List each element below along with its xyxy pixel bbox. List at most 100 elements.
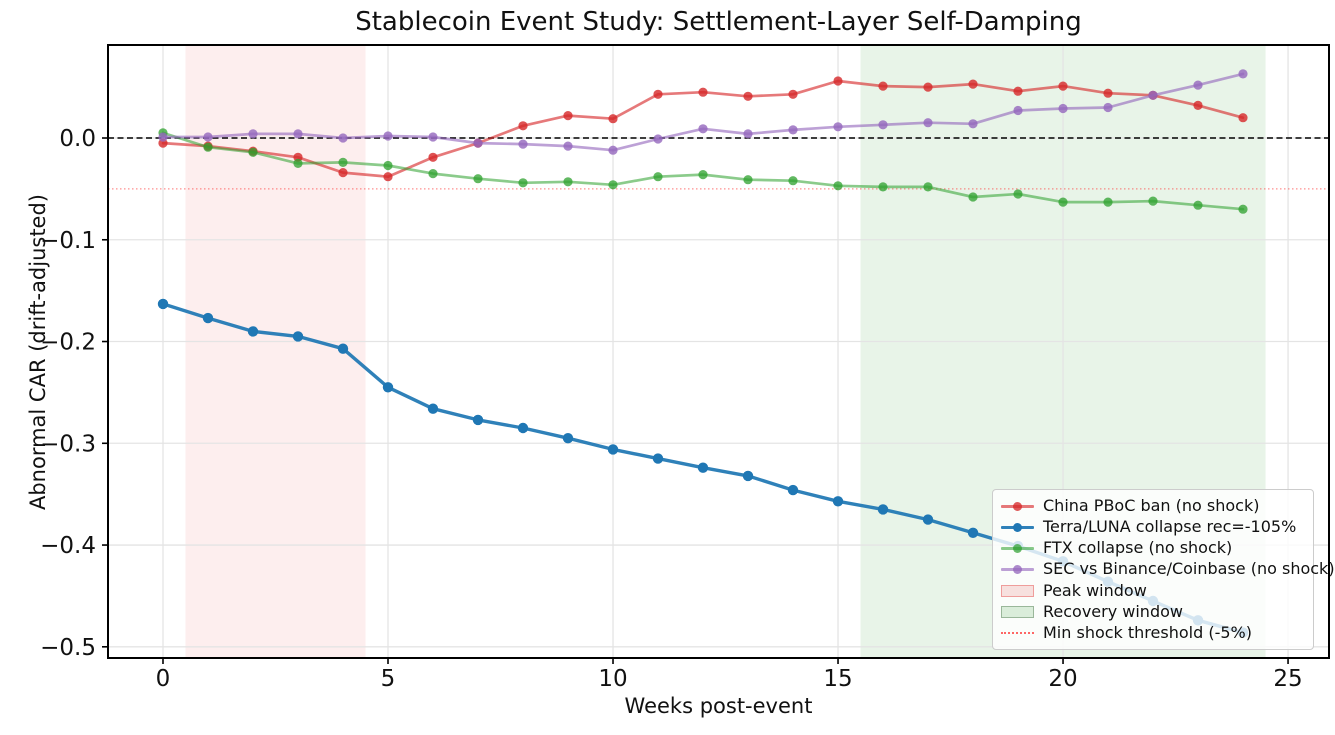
x-tick-label: 20 xyxy=(1048,666,1077,692)
legend-item: Terra/LUNA collapse rec=-105% xyxy=(1001,516,1305,537)
legend-item: Peak window xyxy=(1001,580,1305,601)
y-tick-label: −0.1 xyxy=(40,228,96,254)
data-point xyxy=(878,182,888,192)
legend-label: SEC vs Binance/Coinbase (no shock) xyxy=(1043,559,1335,579)
data-point xyxy=(383,160,393,171)
data-point xyxy=(1193,200,1203,210)
data-point xyxy=(743,175,753,185)
data-point xyxy=(248,129,258,139)
x-tick-label: 5 xyxy=(381,666,396,692)
data-point xyxy=(293,129,303,139)
data-point xyxy=(878,81,888,91)
data-point xyxy=(832,496,844,507)
legend-label: Terra/LUNA collapse rec=-105% xyxy=(1043,516,1297,536)
data-point xyxy=(428,169,438,179)
data-point xyxy=(1238,204,1248,214)
legend-item: Recovery window xyxy=(1001,602,1305,623)
x-tick-label: 25 xyxy=(1273,666,1302,692)
data-point xyxy=(158,132,168,142)
data-point xyxy=(338,168,348,178)
legend-label: Min shock threshold (-5%) xyxy=(1043,623,1252,643)
legend-line-marker-swatch xyxy=(1001,520,1034,534)
data-point xyxy=(878,120,888,130)
data-point xyxy=(608,180,618,190)
data-point xyxy=(653,89,663,99)
data-point xyxy=(1013,189,1023,199)
data-point xyxy=(698,87,708,97)
data-point xyxy=(923,182,933,192)
data-point xyxy=(1103,88,1113,98)
data-point xyxy=(518,178,528,188)
data-point xyxy=(292,331,304,342)
data-point xyxy=(337,343,349,354)
chart-title: Stablecoin Event Study: Settlement-Layer… xyxy=(355,7,1082,37)
data-point xyxy=(923,82,933,92)
data-point xyxy=(428,152,438,162)
data-point xyxy=(563,177,573,187)
data-point xyxy=(203,132,213,142)
data-point xyxy=(788,89,798,99)
x-axis-label: Weeks post-event xyxy=(624,694,813,718)
data-point xyxy=(653,172,663,182)
data-point xyxy=(922,514,934,525)
y-tick-label: 0.0 xyxy=(59,126,96,152)
data-point xyxy=(1103,197,1113,207)
legend-label: Peak window xyxy=(1043,580,1147,600)
data-point xyxy=(1058,197,1068,207)
legend-label: FTX collapse (no shock) xyxy=(1043,538,1233,558)
data-point xyxy=(833,76,843,86)
data-point xyxy=(382,382,394,393)
data-point xyxy=(608,114,618,124)
data-point xyxy=(833,181,843,191)
data-point xyxy=(383,131,393,141)
y-tick-label: −0.2 xyxy=(40,330,96,356)
data-point xyxy=(157,298,169,310)
data-point xyxy=(698,124,708,134)
data-point xyxy=(383,172,393,182)
data-point xyxy=(743,91,753,101)
data-point xyxy=(1148,196,1158,206)
data-point xyxy=(1148,90,1158,100)
legend-label: China PBoC ban (no shock) xyxy=(1043,495,1260,515)
data-point xyxy=(697,462,709,473)
data-point xyxy=(1013,86,1023,96)
legend-item: Min shock threshold (-5%) xyxy=(1001,623,1305,644)
x-tick-label: 15 xyxy=(823,666,852,692)
data-point xyxy=(788,125,798,135)
data-point xyxy=(968,192,978,202)
data-point xyxy=(562,433,574,444)
data-point xyxy=(203,142,213,152)
data-point xyxy=(833,122,843,132)
plot-border xyxy=(107,44,1330,659)
legend-label: Recovery window xyxy=(1043,602,1183,622)
data-point xyxy=(1103,102,1113,113)
legend-line-marker-swatch xyxy=(1001,499,1034,513)
data-point xyxy=(518,139,528,149)
data-point xyxy=(608,145,618,155)
x-tick-label: 0 xyxy=(156,666,171,692)
data-point xyxy=(338,133,348,143)
data-point xyxy=(607,444,619,455)
data-point xyxy=(563,111,573,121)
legend-item: FTX collapse (no shock) xyxy=(1001,538,1305,559)
y-axis-label: Abnormal CAR (drift-adjusted) xyxy=(26,193,50,511)
data-point xyxy=(427,403,439,414)
data-point xyxy=(473,174,483,184)
data-point xyxy=(787,484,799,496)
data-point xyxy=(1238,113,1248,123)
legend-line-marker-swatch xyxy=(1001,562,1034,576)
data-point xyxy=(1013,105,1023,116)
data-point xyxy=(653,134,663,144)
data-point xyxy=(877,504,889,515)
data-point xyxy=(742,470,754,482)
data-point xyxy=(1238,69,1248,79)
data-point xyxy=(338,157,348,167)
data-point xyxy=(293,158,303,168)
data-point xyxy=(968,79,978,89)
legend-patch-swatch xyxy=(1001,584,1034,597)
data-point xyxy=(968,119,978,129)
legend-dotted-line-swatch xyxy=(1001,632,1034,635)
y-tick-label: −0.4 xyxy=(40,533,96,559)
data-point xyxy=(652,453,664,464)
